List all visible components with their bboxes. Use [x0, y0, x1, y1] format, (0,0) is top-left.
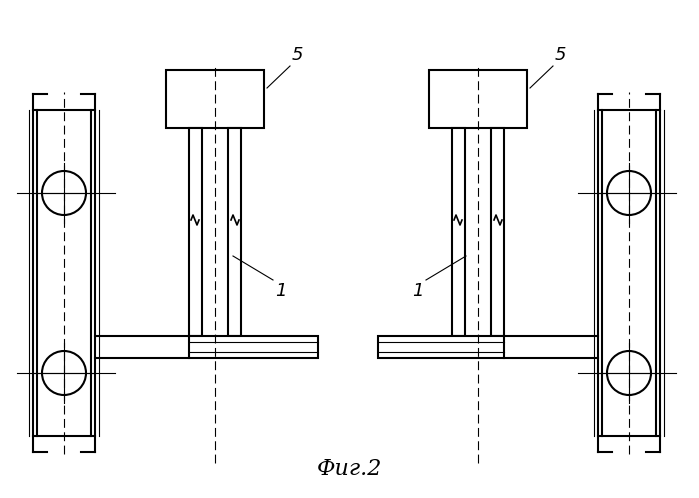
Bar: [166, 70, 198, 128]
Text: 5: 5: [555, 46, 566, 64]
Bar: [378, 336, 504, 358]
Bar: [33, 110, 95, 436]
Bar: [452, 128, 465, 336]
Bar: [429, 70, 527, 128]
Text: 1: 1: [412, 282, 424, 300]
Bar: [491, 128, 504, 336]
Bar: [232, 70, 264, 128]
Bar: [189, 336, 318, 358]
Bar: [228, 128, 241, 336]
Text: 1: 1: [275, 282, 287, 300]
Bar: [495, 70, 527, 128]
Bar: [429, 70, 461, 128]
Text: Фиг.2: Фиг.2: [317, 458, 382, 480]
Bar: [166, 70, 264, 128]
Text: 5: 5: [292, 46, 303, 64]
Bar: [598, 110, 660, 436]
Bar: [189, 128, 202, 336]
